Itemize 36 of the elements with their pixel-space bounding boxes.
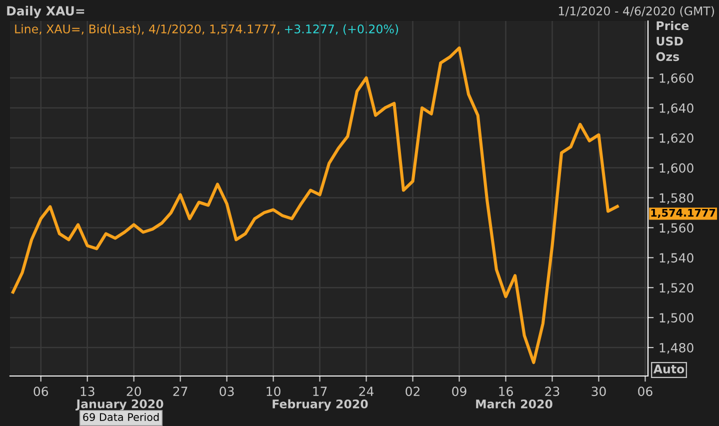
y-tick-label: 1,660: [660, 73, 694, 84]
x-tick-label: 17: [313, 386, 327, 396]
y-tick-label: 1,480: [660, 343, 694, 354]
x-tick-label: 06: [34, 386, 48, 396]
x-tick-label: 09: [452, 386, 466, 396]
y-tick-label: 1,580: [660, 193, 694, 204]
x-tick-label: 03: [220, 386, 234, 396]
text: Auto: [653, 364, 684, 374]
y-tick-label: 1,600: [660, 163, 694, 174]
text: 1,574.1777: [651, 208, 716, 218]
text: January 2020: [76, 399, 164, 411]
x-tick-label: 06: [638, 386, 652, 396]
y-tick-label: 1,520: [660, 283, 694, 294]
x-tick-label: 13: [80, 386, 94, 396]
x-tick-label: 30: [592, 386, 606, 396]
text: 69 Data Period: [83, 412, 159, 422]
y-tick-label: 1,560: [660, 223, 694, 234]
y-tick-label: 1,640: [660, 103, 694, 114]
y-axis-title: Price USD Ozs: [656, 21, 689, 62]
x-tick-label: 23: [545, 386, 560, 396]
y-tick-label: 1,540: [660, 253, 694, 264]
x-tick-label: 24: [359, 386, 374, 396]
x-tick-label: 02: [406, 386, 420, 396]
text: 1/1/2020 - 4/6/2020 (GMT): [558, 6, 714, 17]
line-series: [11, 46, 619, 364]
y-tick-label: 1,500: [660, 313, 694, 324]
text: February 2020: [272, 399, 368, 411]
chart-subtitle: Line, XAU=, Bid(Last), 4/1/2020, 1,574.1777,: [15, 24, 280, 35]
x-tick-label: 27: [173, 386, 188, 396]
chart-title: Daily XAU=: [7, 6, 84, 18]
x-tick-label: 16: [499, 386, 513, 396]
x-tick-label: 20: [126, 386, 141, 396]
text: March 2020: [476, 399, 552, 408]
y-tick-label: 1,620: [660, 133, 694, 144]
x-tick-label: 10: [266, 386, 280, 396]
annotation: +3.1277, (+0.20%): [285, 24, 398, 35]
